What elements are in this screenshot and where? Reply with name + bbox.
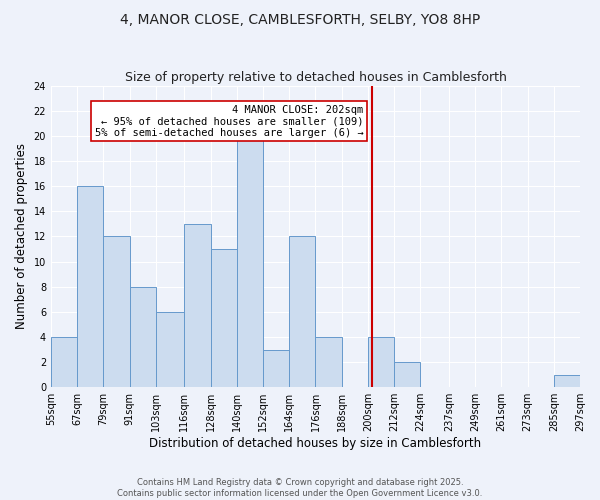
Bar [289, 236, 316, 387]
Text: 4 MANOR CLOSE: 202sqm
← 95% of detached houses are smaller (109)
5% of semi-deta: 4 MANOR CLOSE: 202sqm ← 95% of detached … [95, 104, 364, 138]
Bar [184, 224, 211, 387]
Bar [316, 337, 341, 387]
Bar [51, 337, 77, 387]
Bar [394, 362, 421, 387]
Y-axis label: Number of detached properties: Number of detached properties [15, 144, 28, 330]
Text: 4, MANOR CLOSE, CAMBLESFORTH, SELBY, YO8 8HP: 4, MANOR CLOSE, CAMBLESFORTH, SELBY, YO8… [120, 12, 480, 26]
Bar [77, 186, 103, 387]
Bar [263, 350, 289, 387]
Bar [368, 337, 394, 387]
X-axis label: Distribution of detached houses by size in Camblesforth: Distribution of detached houses by size … [149, 437, 482, 450]
Bar [554, 374, 580, 387]
Bar [130, 286, 156, 387]
Bar [237, 136, 263, 387]
Text: Contains HM Land Registry data © Crown copyright and database right 2025.
Contai: Contains HM Land Registry data © Crown c… [118, 478, 482, 498]
Title: Size of property relative to detached houses in Camblesforth: Size of property relative to detached ho… [125, 72, 506, 85]
Bar [211, 249, 237, 387]
Bar [103, 236, 130, 387]
Bar [156, 312, 184, 387]
